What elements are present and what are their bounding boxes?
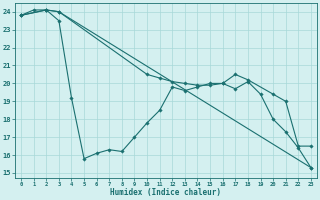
X-axis label: Humidex (Indice chaleur): Humidex (Indice chaleur) xyxy=(110,188,221,197)
